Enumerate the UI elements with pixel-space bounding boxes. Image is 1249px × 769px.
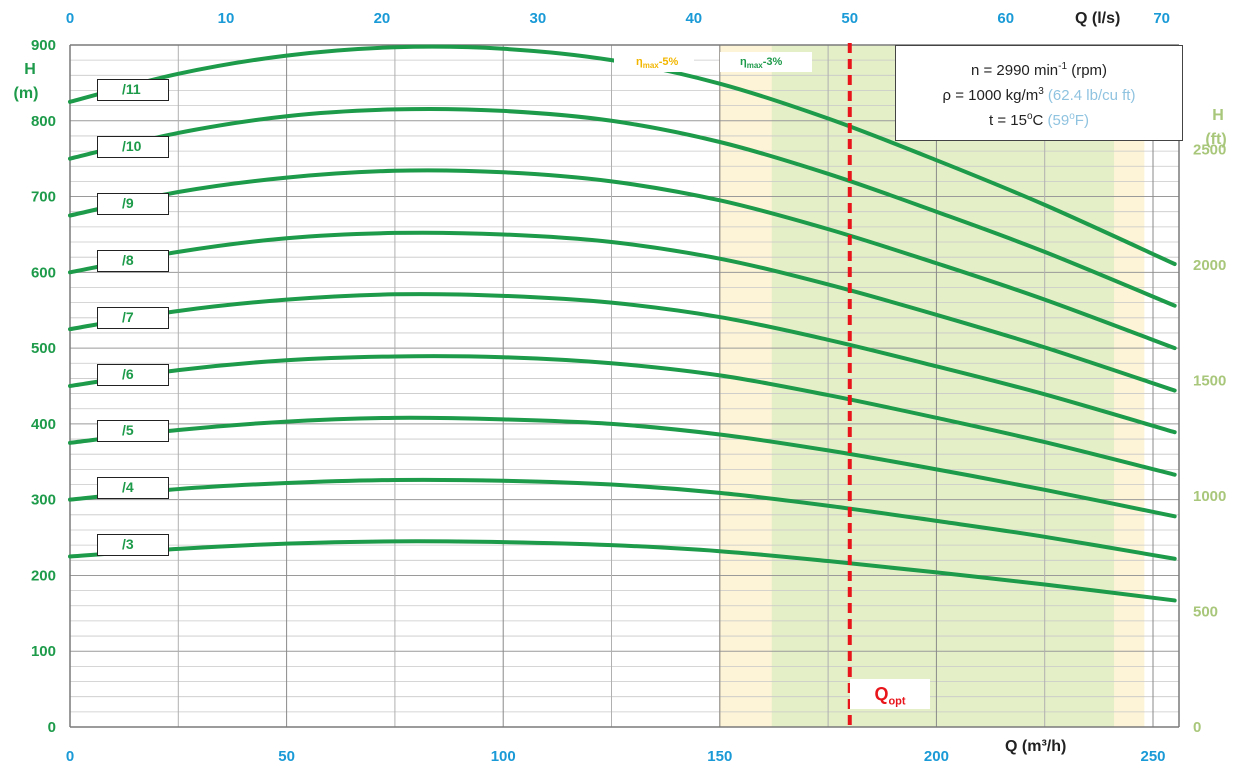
curve-stage-7 bbox=[68, 292, 1177, 435]
x-bottom-title: Q (m³/h) bbox=[1005, 738, 1067, 755]
density-imperial: (62.4 lb/cu ft) bbox=[1043, 86, 1136, 104]
y-left-tick: 500 bbox=[31, 340, 56, 357]
y-right-tick: 1000 bbox=[1193, 488, 1226, 505]
x-top-tick: 20 bbox=[374, 10, 391, 27]
stage-label-5: /5 bbox=[97, 420, 169, 443]
x-bottom-tick: 150 bbox=[707, 748, 732, 765]
x-top-tick: 10 bbox=[218, 10, 235, 27]
y-left-tick: 700 bbox=[31, 189, 56, 206]
temp-line: t = 15oC (59oF) bbox=[989, 106, 1089, 131]
temp-imperial-degree: o bbox=[1069, 110, 1075, 122]
curve-stage-9 bbox=[68, 168, 1177, 351]
eta-minus3-label: ηmax-3% bbox=[720, 52, 812, 72]
qopt-sub: opt bbox=[888, 695, 906, 708]
x-top-tick: 60 bbox=[997, 10, 1014, 27]
x-top-tick: 0 bbox=[66, 10, 74, 27]
eta3-tail: -3% bbox=[762, 56, 783, 68]
curve-stage-8 bbox=[68, 230, 1177, 393]
x-bottom-tick: 100 bbox=[491, 748, 516, 765]
qopt-main: Q bbox=[874, 684, 889, 704]
y-right-tick: 2500 bbox=[1193, 142, 1226, 159]
temp-imperial-unit: F) bbox=[1074, 111, 1089, 129]
y-left-tick: 300 bbox=[31, 492, 56, 509]
x-bottom-tick: 250 bbox=[1140, 748, 1165, 765]
density-exp: 3 bbox=[1038, 85, 1044, 97]
x-top-tick: 70 bbox=[1153, 10, 1170, 27]
density-text: ρ = 1000 kg/m bbox=[942, 86, 1039, 104]
temp-unit: C bbox=[1032, 111, 1044, 129]
temp-degree: o bbox=[1026, 110, 1033, 122]
x-bottom-tick: 200 bbox=[924, 748, 949, 765]
x-top-title: Q (l/s) bbox=[1075, 10, 1121, 27]
curve-stage-3 bbox=[68, 539, 1177, 603]
stage-label-7: /7 bbox=[97, 306, 169, 329]
eta-minus3-band bbox=[771, 45, 1115, 727]
y-right-title-unit: (ft) bbox=[1205, 131, 1227, 148]
y-left-tick: 200 bbox=[31, 567, 56, 584]
y-right-title-h: H bbox=[1212, 107, 1224, 124]
pump-curves bbox=[68, 44, 1177, 603]
y-right-tick: 1500 bbox=[1193, 373, 1226, 390]
curve-stage-10 bbox=[68, 106, 1177, 308]
stage-label-9: /9 bbox=[97, 193, 169, 216]
y-right-title: H (ft) bbox=[1205, 104, 1230, 152]
y-left-tick: 0 bbox=[48, 719, 56, 736]
speed-text: n = 2990 min bbox=[970, 61, 1059, 79]
y-left-title: H (m) bbox=[14, 58, 40, 106]
stage-label-6: /6 bbox=[97, 363, 169, 386]
eta-minus5-label: ηmax-5% bbox=[614, 52, 694, 72]
temp-imperial: (59 bbox=[1043, 111, 1070, 129]
y-left-tick: 600 bbox=[31, 264, 56, 281]
y-left-tick: 800 bbox=[31, 113, 56, 130]
eta3-sub: max bbox=[746, 61, 763, 71]
eta5-main: η bbox=[636, 56, 643, 68]
x-top-tick: 30 bbox=[530, 10, 547, 27]
eta5-sub: max bbox=[642, 61, 659, 71]
x-bottom-tick: 50 bbox=[278, 748, 295, 765]
x-top-tick: 50 bbox=[841, 10, 858, 27]
x-top-tick: 40 bbox=[685, 10, 702, 27]
x-bottom-tick: 0 bbox=[66, 748, 74, 765]
curve-stage-4 bbox=[68, 477, 1177, 561]
y-left-title-h: H bbox=[24, 61, 36, 78]
y-right-tick: 2000 bbox=[1193, 257, 1226, 274]
eta5-tail: -5% bbox=[658, 56, 679, 68]
stage-label-8: /8 bbox=[97, 249, 169, 272]
y-right-tick: 0 bbox=[1193, 719, 1201, 736]
stage-label-11: /11 bbox=[97, 79, 169, 102]
speed-unit: (rpm) bbox=[1067, 61, 1108, 79]
y-left-tick: 400 bbox=[31, 416, 56, 433]
curve-stage-6 bbox=[68, 354, 1177, 477]
y-left-tick: 100 bbox=[31, 643, 56, 660]
y-right-tick: 500 bbox=[1193, 604, 1218, 621]
temp-text: t = 15 bbox=[989, 111, 1027, 129]
speed-exp: -1 bbox=[1058, 60, 1068, 72]
curve-stage-11 bbox=[68, 44, 1177, 266]
q-opt-label: Qopt bbox=[850, 679, 930, 709]
y-left-tick: 900 bbox=[31, 37, 56, 54]
operating-conditions-box: n = 2990 min-1 (rpm) ρ = 1000 kg/m3 (62.… bbox=[895, 45, 1183, 141]
eta3-main: η bbox=[740, 56, 747, 68]
y-left-title-unit: (m) bbox=[13, 85, 39, 102]
stage-label-3: /3 bbox=[97, 534, 169, 557]
stage-label-10: /10 bbox=[97, 136, 169, 159]
curve-stage-5 bbox=[68, 415, 1177, 519]
density-line: ρ = 1000 kg/m3 (62.4 lb/cu ft) bbox=[943, 81, 1136, 106]
speed-line: n = 2990 min-1 (rpm) bbox=[971, 56, 1107, 81]
stage-label-4: /4 bbox=[97, 477, 169, 500]
